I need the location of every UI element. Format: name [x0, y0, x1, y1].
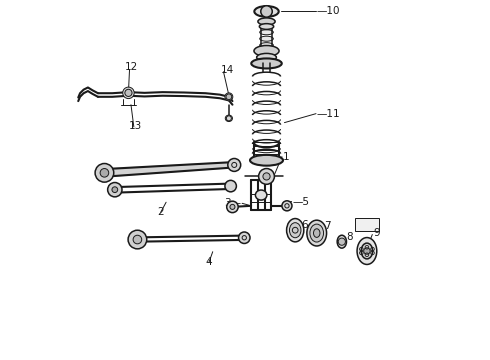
Circle shape: [112, 187, 118, 193]
Polygon shape: [101, 162, 234, 176]
Ellipse shape: [122, 87, 134, 99]
Ellipse shape: [254, 45, 279, 56]
Ellipse shape: [255, 190, 267, 200]
Ellipse shape: [225, 93, 233, 101]
Ellipse shape: [225, 115, 232, 122]
Text: 9: 9: [373, 228, 380, 238]
Circle shape: [228, 158, 241, 171]
Text: 6: 6: [301, 220, 308, 230]
Circle shape: [230, 204, 235, 210]
Ellipse shape: [290, 223, 301, 238]
Ellipse shape: [307, 220, 326, 246]
Ellipse shape: [260, 42, 273, 48]
Circle shape: [225, 180, 236, 192]
Text: —10: —10: [317, 6, 340, 16]
Circle shape: [364, 248, 370, 254]
Circle shape: [128, 230, 147, 249]
Circle shape: [239, 232, 250, 243]
Circle shape: [263, 173, 270, 180]
Text: 14: 14: [220, 64, 234, 75]
Text: 12: 12: [125, 62, 138, 72]
Circle shape: [108, 183, 122, 197]
Ellipse shape: [251, 58, 282, 68]
Circle shape: [261, 6, 272, 17]
Circle shape: [133, 235, 142, 244]
Text: 7: 7: [324, 221, 331, 231]
Text: 1: 1: [283, 152, 290, 162]
Circle shape: [95, 163, 114, 182]
Text: 3—: 3—: [224, 198, 242, 208]
Ellipse shape: [250, 155, 283, 166]
FancyBboxPatch shape: [355, 218, 379, 231]
Ellipse shape: [260, 49, 273, 54]
Text: —5: —5: [293, 197, 309, 207]
Ellipse shape: [260, 30, 273, 35]
Ellipse shape: [257, 53, 276, 61]
Circle shape: [259, 168, 274, 184]
Ellipse shape: [260, 55, 273, 60]
Ellipse shape: [260, 36, 273, 41]
Ellipse shape: [357, 238, 377, 265]
Circle shape: [100, 168, 109, 177]
Ellipse shape: [254, 6, 279, 17]
Text: 13: 13: [128, 121, 142, 131]
Circle shape: [227, 201, 238, 213]
Ellipse shape: [258, 18, 275, 25]
Circle shape: [226, 94, 232, 100]
Ellipse shape: [361, 243, 373, 259]
Text: 8: 8: [346, 232, 353, 242]
Ellipse shape: [337, 235, 346, 248]
Circle shape: [282, 201, 292, 211]
Text: 4: 4: [205, 257, 212, 267]
Circle shape: [338, 238, 345, 245]
Text: —11: —11: [317, 109, 341, 119]
Text: 2: 2: [157, 207, 164, 217]
Ellipse shape: [287, 219, 304, 242]
Ellipse shape: [259, 24, 274, 30]
Ellipse shape: [310, 224, 323, 242]
Ellipse shape: [314, 229, 320, 237]
Circle shape: [125, 89, 132, 96]
